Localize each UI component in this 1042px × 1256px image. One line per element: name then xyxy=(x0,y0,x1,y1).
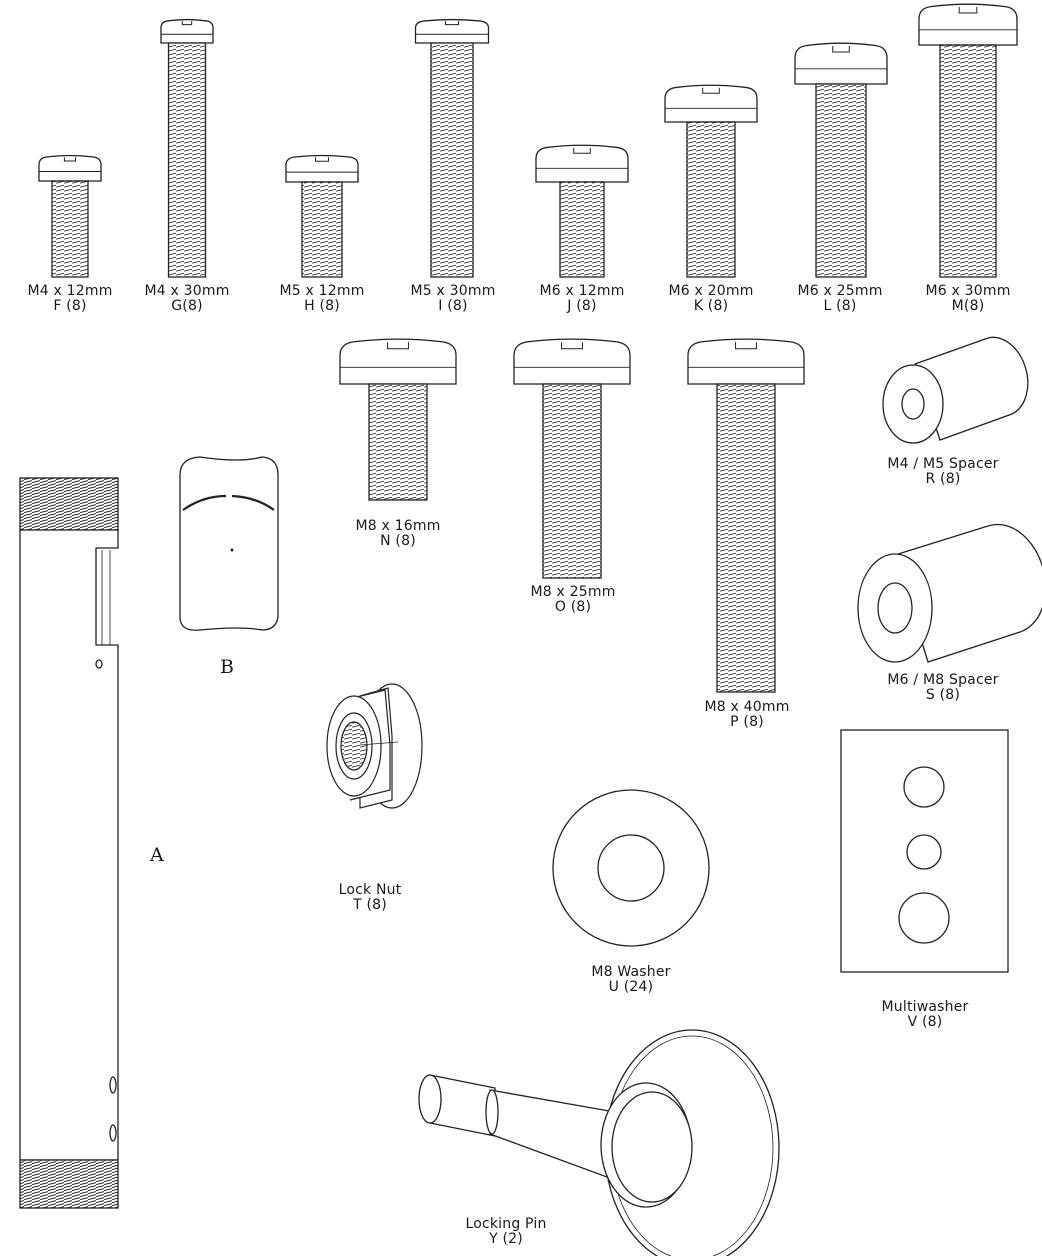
screw-code: O (8) xyxy=(508,600,638,615)
label-screw-f: M4 x 12mm F (8) xyxy=(5,284,135,314)
part-code: T (8) xyxy=(305,898,435,913)
screw-g xyxy=(161,20,213,277)
washer-u xyxy=(553,790,709,946)
screw-size: M6 x 12mm xyxy=(517,284,647,299)
label-screw-j: M6 x 12mm J (8) xyxy=(517,284,647,314)
screw-size: M5 x 30mm xyxy=(388,284,518,299)
label-screw-i: M5 x 30mm I (8) xyxy=(388,284,518,314)
part-name: Lock Nut xyxy=(305,883,435,898)
screw-j xyxy=(536,145,628,277)
screw-code: N (8) xyxy=(333,534,463,549)
screw-code: L (8) xyxy=(775,299,905,314)
part-name: Multiwasher xyxy=(860,1000,990,1015)
label-screw-p: M8 x 40mm P (8) xyxy=(682,700,812,730)
label-pole-letter: A xyxy=(150,844,164,866)
part-code: U (24) xyxy=(566,980,696,995)
screw-code: J (8) xyxy=(517,299,647,314)
lock-nut-t xyxy=(327,684,422,808)
spacer-s xyxy=(858,524,1042,662)
screw-o xyxy=(514,339,630,578)
spacer-code: S (8) xyxy=(868,688,1018,703)
screw-m xyxy=(919,4,1017,277)
screw-size: M4 x 12mm xyxy=(5,284,135,299)
part-name: Locking Pin xyxy=(441,1217,571,1232)
screw-size: M4 x 30mm xyxy=(122,284,252,299)
screw-size: M8 x 40mm xyxy=(682,700,812,715)
screw-i xyxy=(416,20,489,277)
screw-code: M(8) xyxy=(903,299,1033,314)
screw-size: M6 x 20mm xyxy=(646,284,776,299)
label-screw-m: M6 x 30mm M(8) xyxy=(903,284,1033,314)
screw-size: M8 x 16mm xyxy=(333,519,463,534)
label-cap-letter: B xyxy=(220,656,234,678)
screw-code: G(8) xyxy=(122,299,252,314)
part-code: Y (2) xyxy=(441,1232,571,1247)
screw-size: M5 x 12mm xyxy=(257,284,387,299)
screw-code: F (8) xyxy=(5,299,135,314)
label-spacer-r: M4 / M5 Spacer R (8) xyxy=(868,457,1018,487)
label-locking-pin: Locking Pin Y (2) xyxy=(441,1217,571,1247)
label-screw-l: M6 x 25mm L (8) xyxy=(775,284,905,314)
screw-n xyxy=(340,339,456,500)
screw-k xyxy=(665,85,757,277)
screw-f xyxy=(39,156,101,278)
label-multiwasher: Multiwasher V (8) xyxy=(860,1000,990,1030)
spacer-name: M4 / M5 Spacer xyxy=(868,457,1018,472)
pole-a xyxy=(20,478,118,1208)
part-code: V (8) xyxy=(860,1015,990,1030)
part-name: M8 Washer xyxy=(566,965,696,980)
spacer-r xyxy=(883,337,1028,443)
screw-size: M6 x 30mm xyxy=(903,284,1033,299)
screw-p xyxy=(688,339,804,692)
label-lock-nut: Lock Nut T (8) xyxy=(305,883,435,913)
cap-b xyxy=(180,457,278,630)
screw-code: K (8) xyxy=(646,299,776,314)
screw-code: H (8) xyxy=(257,299,387,314)
label-spacer-s: M6 / M8 Spacer S (8) xyxy=(868,673,1018,703)
screw-code: I (8) xyxy=(388,299,518,314)
multiwasher-v xyxy=(841,730,1008,972)
screw-h xyxy=(286,155,358,277)
spacer-code: R (8) xyxy=(868,472,1018,487)
label-screw-o: M8 x 25mm O (8) xyxy=(508,585,638,615)
label-washer: M8 Washer U (24) xyxy=(566,965,696,995)
spacer-name: M6 / M8 Spacer xyxy=(868,673,1018,688)
screw-size: M6 x 25mm xyxy=(775,284,905,299)
screw-code: P (8) xyxy=(682,715,812,730)
screw-size: M8 x 25mm xyxy=(508,585,638,600)
screw-l xyxy=(795,43,887,277)
label-screw-h: M5 x 12mm H (8) xyxy=(257,284,387,314)
label-screw-g: M4 x 30mm G(8) xyxy=(122,284,252,314)
label-screw-k: M6 x 20mm K (8) xyxy=(646,284,776,314)
label-screw-n: M8 x 16mm N (8) xyxy=(333,519,463,549)
